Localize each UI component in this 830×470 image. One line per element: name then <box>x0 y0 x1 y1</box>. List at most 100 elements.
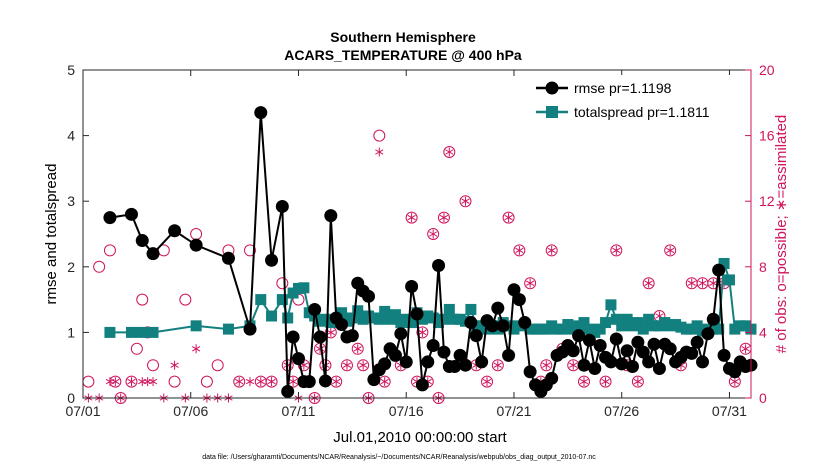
totalspread-point <box>643 313 655 325</box>
y-tick-label: 2 <box>67 259 75 275</box>
obs-possible-point <box>443 146 456 158</box>
rmse-point <box>545 371 559 385</box>
asterisk-stroke <box>493 362 502 368</box>
asterisk-stroke <box>515 247 524 254</box>
obs-assimilated-point <box>461 196 470 206</box>
rmse-point <box>469 329 483 343</box>
obs-assimilated-point <box>687 278 696 288</box>
asterisk-stroke <box>730 378 739 385</box>
rmse-point <box>275 199 289 213</box>
rmse-point <box>189 238 203 252</box>
obs-assimilated-point <box>148 377 158 387</box>
asterisk-stroke <box>111 378 120 385</box>
rmse-point <box>604 355 618 369</box>
asterisk-stroke <box>439 214 449 221</box>
totalspread-point <box>276 294 288 306</box>
data-file-footer: data file: /Users/gharamti/Documents/NCA… <box>202 454 596 461</box>
rmse-point <box>507 283 521 297</box>
obs-possible-point <box>136 293 149 306</box>
obs-assimilated-point <box>353 344 362 354</box>
obs-possible-point <box>642 277 655 290</box>
rmse-point <box>636 345 650 359</box>
asterisk-stroke <box>418 329 427 336</box>
rmse-point <box>221 251 235 265</box>
obs-assimilated-point <box>342 360 352 370</box>
rmse-point <box>281 384 295 398</box>
obs-assimilated-point <box>542 360 551 370</box>
obs-assimilated-point <box>326 327 335 337</box>
y-tick-label: 0 <box>67 390 75 406</box>
obs-assimilated-point <box>445 147 454 157</box>
x-tick-label: 07/31 <box>712 403 747 419</box>
rmse-point <box>308 302 322 316</box>
obs-assimilated-point <box>515 245 524 255</box>
asterisk-stroke <box>445 149 454 155</box>
rmse-point <box>394 327 408 341</box>
x-tick-label: 07/21 <box>496 403 531 419</box>
y-tick-label: 5 <box>67 62 75 78</box>
totalspread-point <box>379 305 391 317</box>
asterisk-stroke <box>579 378 589 385</box>
x-tick-label: 07/01 <box>65 403 100 419</box>
totalspread-point <box>125 326 137 338</box>
obs-possible-point <box>610 244 623 257</box>
obs-assimilated-point <box>245 377 255 387</box>
asterisk-stroke <box>709 280 718 286</box>
axes-layer: 07/01 07/06 07/11 07/16 07/21 07/26 07/3101234… <box>65 62 774 419</box>
rmse-point <box>448 360 462 374</box>
obs-assimilated-point <box>633 377 643 387</box>
asterisk-stroke <box>267 378 276 385</box>
rmse-point <box>388 348 402 362</box>
obs-possible-point <box>93 260 106 273</box>
totalspread-point <box>578 317 590 329</box>
obs-assimilated-point <box>666 245 675 255</box>
rmse-point <box>572 329 586 343</box>
totalspread-point <box>282 312 294 324</box>
rmse-point <box>168 224 182 238</box>
y2-tick-label: 16 <box>759 128 775 144</box>
obs-possible-point <box>405 211 418 224</box>
obs-possible-point <box>491 359 504 372</box>
obs-possible-point <box>179 293 192 306</box>
obs-assimilated-point <box>504 213 513 223</box>
rmse-point <box>324 209 338 223</box>
totalspread-point <box>621 313 633 325</box>
obs-possible-point <box>340 359 353 372</box>
rmse-point <box>453 348 467 362</box>
obs-assimilated-point <box>111 377 120 387</box>
totalspread-point <box>713 323 725 335</box>
rmse-point <box>491 301 505 315</box>
rmse-point <box>362 289 376 303</box>
asterisk-stroke <box>525 280 535 286</box>
rmse-point <box>291 352 305 366</box>
rmse-point <box>124 207 138 221</box>
rmse-point <box>405 279 419 293</box>
rmse-point <box>410 307 424 321</box>
totalspread-point <box>637 323 649 335</box>
obs-assimilated-point <box>741 344 750 354</box>
x-axis-label: Jul.01,2010 00:00:00 start <box>333 429 507 446</box>
rmse-point <box>265 253 279 267</box>
rmse-point <box>712 263 726 277</box>
rmse-point <box>496 319 510 333</box>
y2-tick-label: 0 <box>759 390 767 406</box>
rmse-point <box>437 345 451 359</box>
rmse-point <box>717 348 731 362</box>
asterisk-stroke <box>245 378 255 385</box>
asterisk-stroke <box>148 378 158 385</box>
asterisk-stroke <box>741 346 750 352</box>
rmse-point <box>415 378 429 392</box>
totalspread-point <box>610 313 622 325</box>
obs-assimilated-point <box>644 278 653 288</box>
asterisk-stroke <box>380 378 389 385</box>
asterisk-stroke <box>461 198 470 204</box>
rmse-point <box>582 333 596 347</box>
obs-possible-point <box>147 359 160 372</box>
obs-assimilated-point <box>709 278 718 288</box>
obs-assimilated-point <box>698 278 707 288</box>
y2-axis-label: # of obs: o=possible; ∗=assimilated <box>773 115 790 354</box>
totalspread-point <box>147 326 159 338</box>
rmse-point <box>399 355 413 369</box>
obs-possible-point <box>130 342 143 355</box>
rmse-point <box>243 322 257 336</box>
